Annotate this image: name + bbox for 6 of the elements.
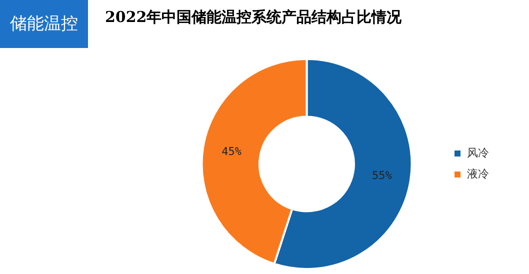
data-label: 45% xyxy=(222,144,242,158)
legend-label: 风冷 xyxy=(467,148,489,160)
legend-label: 液冷 xyxy=(467,168,489,181)
text: 储能温控 xyxy=(0,0,88,48)
data-label: 55% xyxy=(372,168,392,182)
chart-title: 2022年中国储能温控系统产品结构占比情况 xyxy=(105,8,402,27)
